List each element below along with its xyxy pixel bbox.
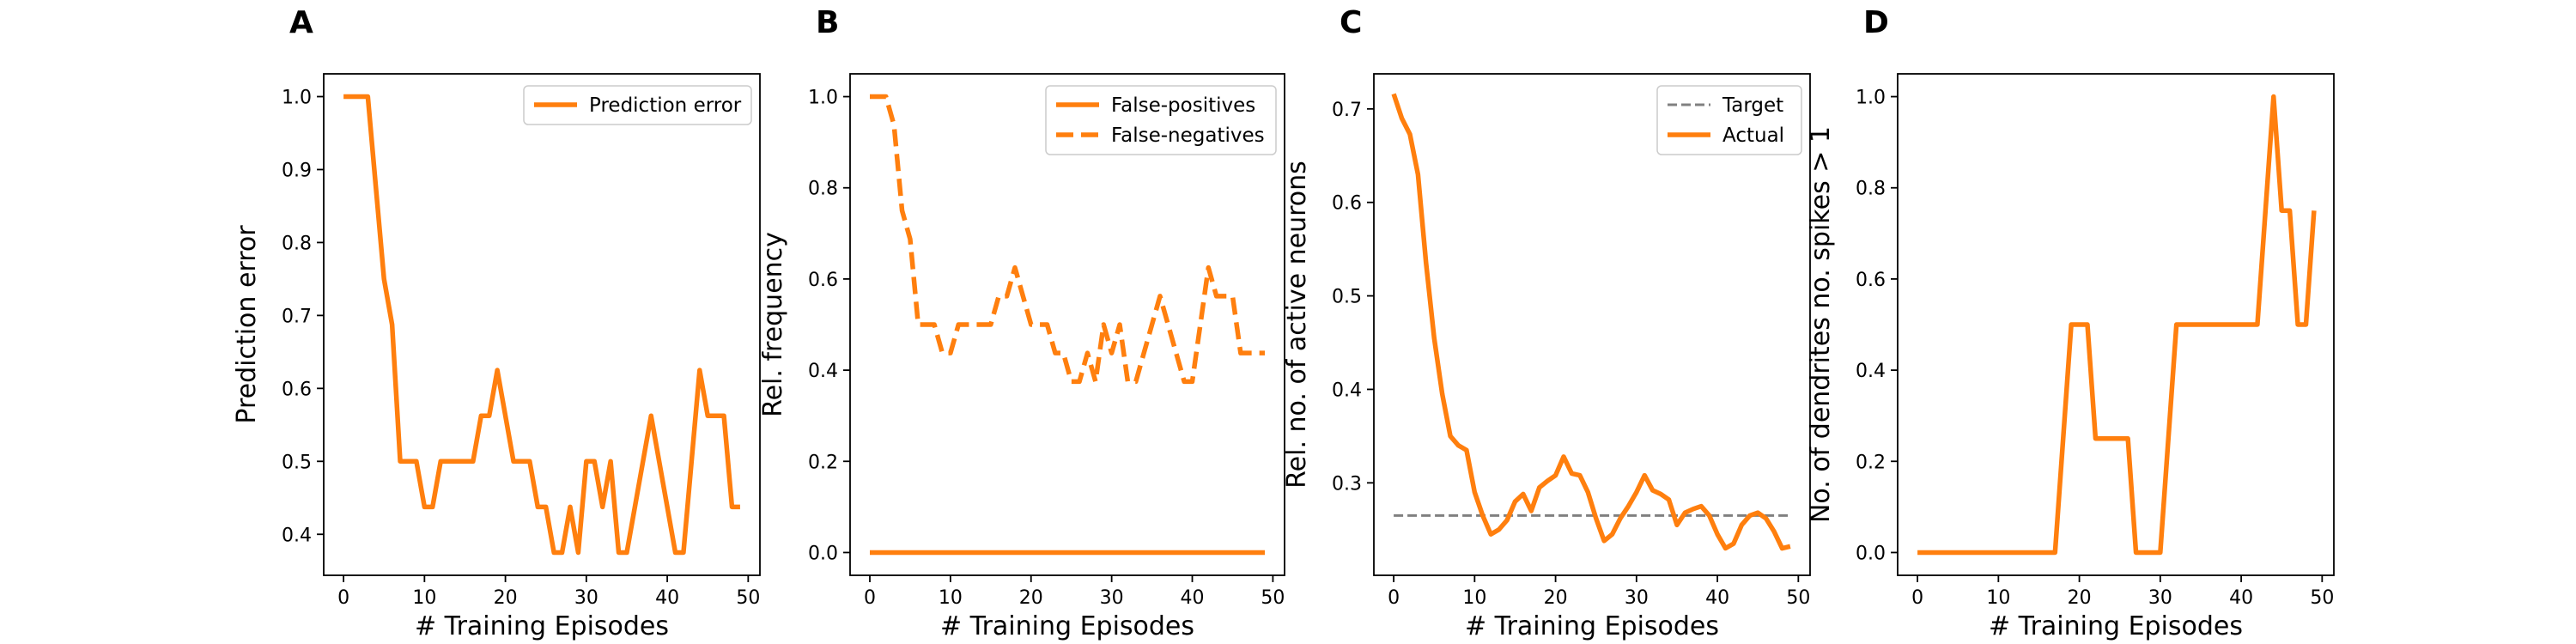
series-line-d-main [1917,94,2317,556]
series-line-a-prediction-error [343,94,740,556]
y-tick-label-b-4: 0.8 [808,179,838,200]
y-tick-label-b-5: 1.0 [808,88,838,109]
legend-b: False-positives False-negatives [1045,85,1277,155]
y-tick-label-c-0: 0.3 [1332,473,1362,495]
legend-a: Prediction error [523,85,752,125]
x-tick-label-b-40: 40 [1181,587,1205,609]
x-tick-label-d-30: 30 [2148,587,2172,609]
legend-label-b-1: False-negatives [1111,125,1265,147]
x-tick-label-b-30: 30 [1100,587,1124,609]
x-tick-label-b-0: 0 [864,587,876,609]
y-tick-label-b-2: 0.4 [808,361,838,382]
x-tick-label-a-30: 30 [574,587,598,609]
legend-box-a [523,85,752,125]
y-tick-label-d-0: 0.0 [1856,543,1886,564]
chart-panel-d: D 0 10 20 30 40 50 0.0 0.2 0.4 0.6 0.8 1.0 # Training… [1806,5,2335,641]
legend-label-a-0: Prediction error [589,94,742,117]
x-axis-label-d: # Training Episodes [1989,611,2243,641]
y-tick-label-c-4: 0.7 [1332,100,1362,121]
legend-label-b-0: False-positives [1111,94,1255,117]
axes-frame-c [1373,73,1811,576]
y-tick-label-a-4: 0.8 [282,233,312,254]
panel-letter-b: B [816,5,839,40]
x-tick-label-d-40: 40 [2229,587,2253,609]
y-tick-label-d-2: 0.4 [1856,361,1886,382]
legend-label-c-0: Target [1722,94,1783,117]
y-tick-label-d-3: 0.6 [1856,270,1886,291]
y-tick-label-b-0: 0.0 [808,543,838,564]
y-tick-label-c-1: 0.4 [1332,380,1362,401]
y-axis-label-b: Rel. frequency [758,232,788,417]
x-axis-label-c: # Training Episodes [1465,611,1719,641]
x-tick-label-c-50: 50 [1786,587,1810,609]
y-tick-label-a-3: 0.7 [282,306,312,327]
y-tick-label-d-1: 0.2 [1856,452,1886,473]
panel-letter-d: D [1863,5,1889,40]
x-tick-label-a-40: 40 [655,587,679,609]
y-tick-label-d-4: 0.8 [1856,179,1886,200]
axes-frame-d [1897,73,2335,576]
y-tick-label-c-2: 0.5 [1332,287,1362,308]
y-tick-label-a-5: 0.9 [282,160,312,181]
axes-frame-b [849,73,1285,576]
x-tick-label-c-0: 0 [1388,587,1400,609]
y-tick-label-c-3: 0.6 [1332,193,1362,215]
series-line-b-false-negatives [870,94,1265,385]
x-tick-label-d-20: 20 [2068,587,2092,609]
x-tick-label-a-0: 0 [337,587,349,609]
x-axis-label-b: # Training Episodes [940,611,1194,641]
x-axis-label-a: # Training Episodes [415,611,669,641]
x-tick-label-c-40: 40 [1705,587,1729,609]
axes-frame-a [323,73,761,576]
y-tick-label-a-1: 0.5 [282,452,312,473]
panel-letter-a: A [289,5,313,40]
y-tick-label-a-6: 1.0 [282,88,312,109]
panel-letter-c: C [1340,5,1362,40]
y-axis-label-d: No. of dendrites no. spikes > 1 [1806,126,1836,523]
legend-box-b [1045,85,1277,155]
series-line-c-actual [1391,93,1791,551]
x-tick-label-b-50: 50 [1261,587,1285,609]
x-tick-label-c-20: 20 [1544,587,1568,609]
y-tick-label-d-5: 1.0 [1856,88,1886,109]
y-axis-label-a: Prediction error [232,225,262,424]
chart-panel-c: C 0 10 20 30 40 50 0.3 0.4 0.5 0.6 0.7 # Training Ep… [1282,5,1811,641]
y-tick-label-b-1: 0.2 [808,452,838,473]
x-tick-label-b-10: 10 [939,587,963,609]
chart-panel-b: B 0 10 20 30 40 50 0.0 0.2 0.4 0.6 0.8 1.0 # Training… [758,5,1285,641]
legend-label-c-1: Actual [1722,125,1784,147]
x-tick-label-d-0: 0 [1911,587,1923,609]
x-tick-label-a-20: 20 [494,587,518,609]
x-tick-label-c-10: 10 [1462,587,1486,609]
legend-c: Target Actual [1656,85,1802,155]
x-tick-label-d-10: 10 [1986,587,2010,609]
legend-box-c [1656,85,1802,155]
y-tick-label-a-2: 0.6 [282,379,312,400]
x-tick-label-b-20: 20 [1019,587,1043,609]
x-tick-label-a-50: 50 [736,587,760,609]
y-tick-label-b-3: 0.6 [808,270,838,291]
y-tick-label-a-0: 0.4 [282,525,312,546]
y-axis-label-c: Rel. no. of active neurons [1282,161,1312,489]
x-tick-label-a-10: 10 [412,587,436,609]
x-tick-label-d-50: 50 [2310,587,2334,609]
chart-panel-a: A 0 10 20 30 40 50 0.4 0.5 0.6 0.7 0.8 0.9 1.0 # Train… [232,5,761,641]
x-tick-label-c-30: 30 [1625,587,1649,609]
